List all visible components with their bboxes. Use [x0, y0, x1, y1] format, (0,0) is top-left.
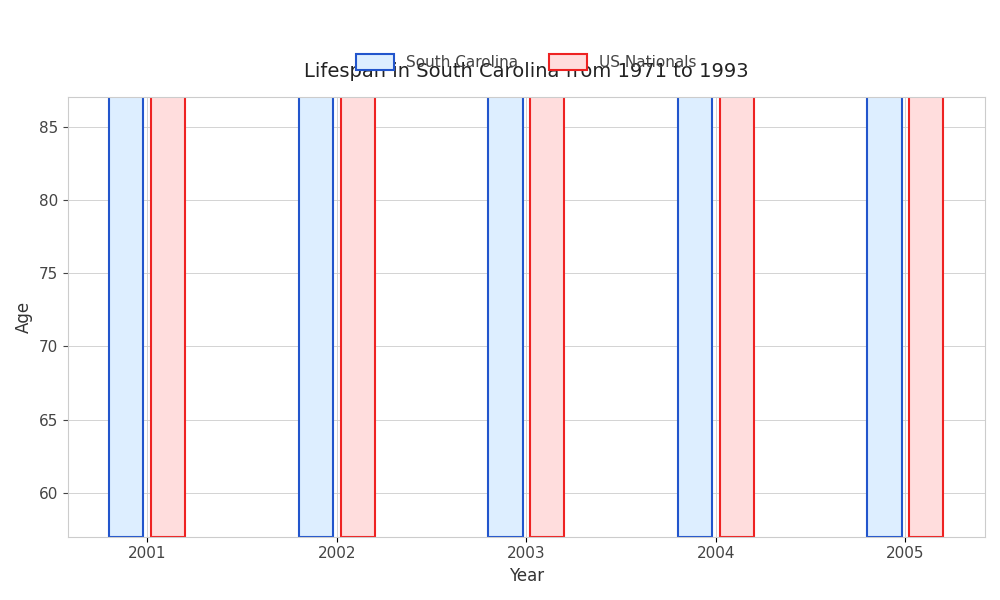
Bar	[909, 0, 943, 537]
Bar	[341, 0, 375, 537]
Bar	[720, 0, 754, 537]
Bar	[109, 0, 143, 537]
Bar	[299, 0, 333, 537]
Bar	[488, 0, 523, 537]
Y-axis label: Age: Age	[15, 301, 33, 333]
Bar	[530, 0, 564, 537]
Bar	[867, 0, 902, 537]
Legend: South Carolina, US Nationals: South Carolina, US Nationals	[350, 48, 703, 76]
X-axis label: Year: Year	[509, 567, 544, 585]
Bar	[151, 0, 185, 537]
Title: Lifespan in South Carolina from 1971 to 1993: Lifespan in South Carolina from 1971 to …	[304, 62, 749, 80]
Bar	[678, 0, 712, 537]
